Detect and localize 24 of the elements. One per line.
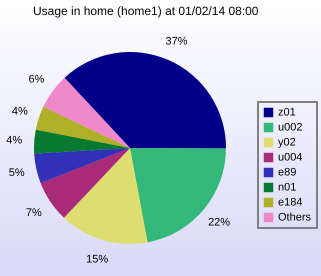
pie-slice	[40, 148, 130, 218]
legend-label: e89	[278, 166, 296, 178]
legend-label: u002	[278, 122, 302, 134]
legend-label: Others	[278, 212, 312, 224]
legend-label: n01	[278, 182, 296, 194]
pie-slice	[36, 106, 130, 148]
chart-title: Usage in home (home1) at 01/02/14 08:00	[33, 4, 259, 18]
pie-slice	[34, 130, 130, 154]
pie-slice	[43, 78, 130, 148]
data-label: 22%	[208, 216, 230, 228]
legend-label: e184	[278, 196, 302, 208]
legend-label: y02	[278, 136, 296, 148]
data-label: 4%	[12, 106, 28, 118]
data-label: 37%	[165, 36, 188, 48]
data-label: 4%	[6, 134, 22, 146]
data-label: 15%	[86, 253, 108, 266]
pie-slice	[64, 52, 226, 148]
legend-label: u004	[278, 152, 302, 164]
data-label: 5%	[8, 166, 25, 179]
legend-label: z01	[278, 106, 296, 118]
pie-slice	[64, 148, 148, 244]
data-label: 7%	[26, 206, 42, 219]
pie-slice	[34, 148, 130, 183]
data-label: 6%	[28, 73, 45, 86]
